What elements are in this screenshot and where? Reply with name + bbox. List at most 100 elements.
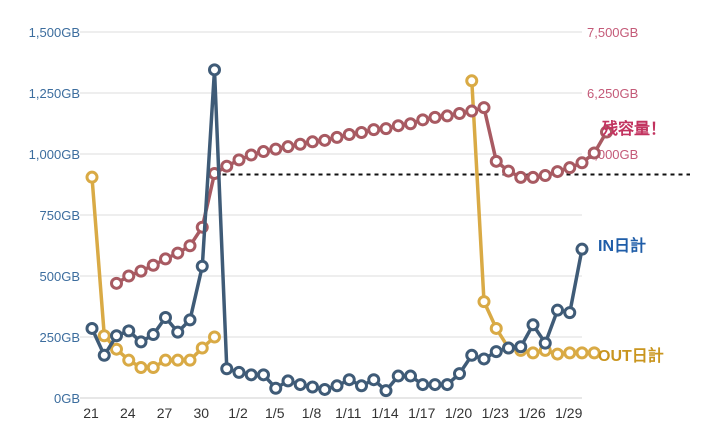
- x-tick-label: 1/17: [408, 405, 435, 421]
- left-tick-label: 750GB: [40, 208, 80, 223]
- data-point-in: [391, 369, 405, 383]
- data-point-out: [159, 353, 172, 367]
- series-labels: 残容量！ IN日計 OUT日計: [598, 119, 666, 365]
- data-point-remaining: [538, 168, 552, 182]
- data-point-remaining: [134, 264, 148, 278]
- data-point-remaining: [502, 164, 515, 178]
- data-point-out: [208, 330, 221, 344]
- data-point-in: [257, 368, 270, 382]
- left-tick-label: 1,250GB: [29, 86, 80, 101]
- data-point-in: [110, 329, 123, 343]
- x-tick-label: 1/14: [371, 405, 398, 421]
- x-tick-label: 27: [157, 405, 173, 421]
- data-point-out: [171, 353, 185, 367]
- data-point-out: [183, 353, 197, 367]
- data-point-remaining: [391, 119, 405, 133]
- data-point-out: [575, 346, 589, 360]
- data-point-remaining: [404, 117, 417, 131]
- data-point-remaining: [600, 125, 613, 139]
- data-point-in: [220, 362, 234, 376]
- data-point-remaining: [575, 156, 589, 170]
- data-point-in: [134, 335, 148, 349]
- data-point-in: [355, 379, 368, 393]
- x-tick-label: 1/2: [228, 405, 248, 421]
- data-point-in: [342, 373, 356, 387]
- series-layer: [85, 63, 613, 398]
- data-point-remaining: [146, 258, 160, 272]
- series-label-remaining: 残容量！: [602, 119, 666, 138]
- data-point-remaining: [269, 142, 283, 156]
- left-tick-label: 0GB: [54, 391, 80, 406]
- x-tick-label: 1/23: [482, 405, 509, 421]
- data-point-remaining: [489, 154, 503, 168]
- data-point-out: [97, 329, 111, 343]
- data-point-remaining: [232, 153, 246, 167]
- right-tick-label: 7,500GB: [587, 25, 638, 40]
- data-point-in: [85, 321, 99, 335]
- data-point-out: [489, 321, 503, 335]
- x-tick-label: 1/20: [445, 405, 472, 421]
- data-point-remaining: [171, 246, 185, 260]
- grid-layer: [80, 31, 582, 399]
- data-point-out: [477, 295, 491, 309]
- data-point-remaining: [244, 148, 258, 162]
- data-point-out: [526, 346, 540, 360]
- data-point-remaining: [342, 127, 356, 141]
- x-tick-label: 1/5: [265, 405, 285, 421]
- data-point-in: [514, 340, 528, 354]
- data-point-remaining: [293, 137, 307, 151]
- data-point-in: [330, 379, 344, 393]
- data-point-in: [244, 368, 258, 382]
- series-label-in: IN日計: [598, 236, 646, 255]
- data-point-remaining: [306, 135, 319, 149]
- data-point-out: [110, 342, 123, 356]
- data-point-in: [379, 384, 393, 398]
- x-tick-label: 1/11: [335, 405, 361, 421]
- data-point-in: [416, 378, 430, 392]
- data-point-in: [269, 381, 283, 395]
- data-point-in: [306, 380, 319, 394]
- data-point-remaining: [453, 106, 466, 120]
- data-point-remaining: [477, 101, 491, 115]
- data-point-remaining: [379, 122, 393, 136]
- left-tick-label: 1,000GB: [29, 147, 80, 162]
- data-point-remaining: [367, 123, 381, 137]
- data-point-in: [489, 345, 503, 359]
- data-point-in: [122, 324, 136, 338]
- data-point-out: [195, 341, 209, 355]
- data-point-in: [538, 336, 552, 350]
- data-point-in: [526, 318, 540, 332]
- data-point-out: [146, 361, 160, 374]
- data-point-in: [146, 328, 160, 342]
- data-point-out: [551, 347, 564, 361]
- data-point-remaining: [440, 109, 454, 123]
- x-tick-label: 1/29: [555, 405, 582, 421]
- data-point-out: [465, 74, 479, 88]
- data-point-remaining: [318, 133, 332, 147]
- data-point-in: [159, 310, 172, 324]
- data-point-in: [563, 306, 577, 320]
- data-point-in: [281, 374, 295, 388]
- x-tick-label: 1/8: [302, 405, 322, 421]
- data-point-out: [122, 353, 136, 367]
- data-point-remaining: [355, 126, 368, 140]
- data-point-remaining: [465, 104, 479, 118]
- data-point-in: [208, 63, 221, 77]
- data-point-remaining: [526, 170, 540, 184]
- data-point-remaining: [416, 113, 430, 127]
- x-tick-label: 24: [120, 405, 136, 421]
- data-point-remaining: [281, 140, 295, 154]
- data-point-remaining: [159, 252, 172, 266]
- data-point-remaining: [122, 269, 136, 283]
- data-point-in: [232, 365, 246, 379]
- data-point-in: [367, 373, 381, 387]
- data-point-remaining: [257, 145, 270, 159]
- right-tick-label: 6,250GB: [587, 86, 638, 101]
- data-point-in: [453, 367, 466, 381]
- data-point-in: [440, 378, 454, 392]
- data-point-out: [134, 361, 148, 374]
- left-tick-label: 500GB: [40, 269, 80, 284]
- data-point-in: [575, 242, 589, 256]
